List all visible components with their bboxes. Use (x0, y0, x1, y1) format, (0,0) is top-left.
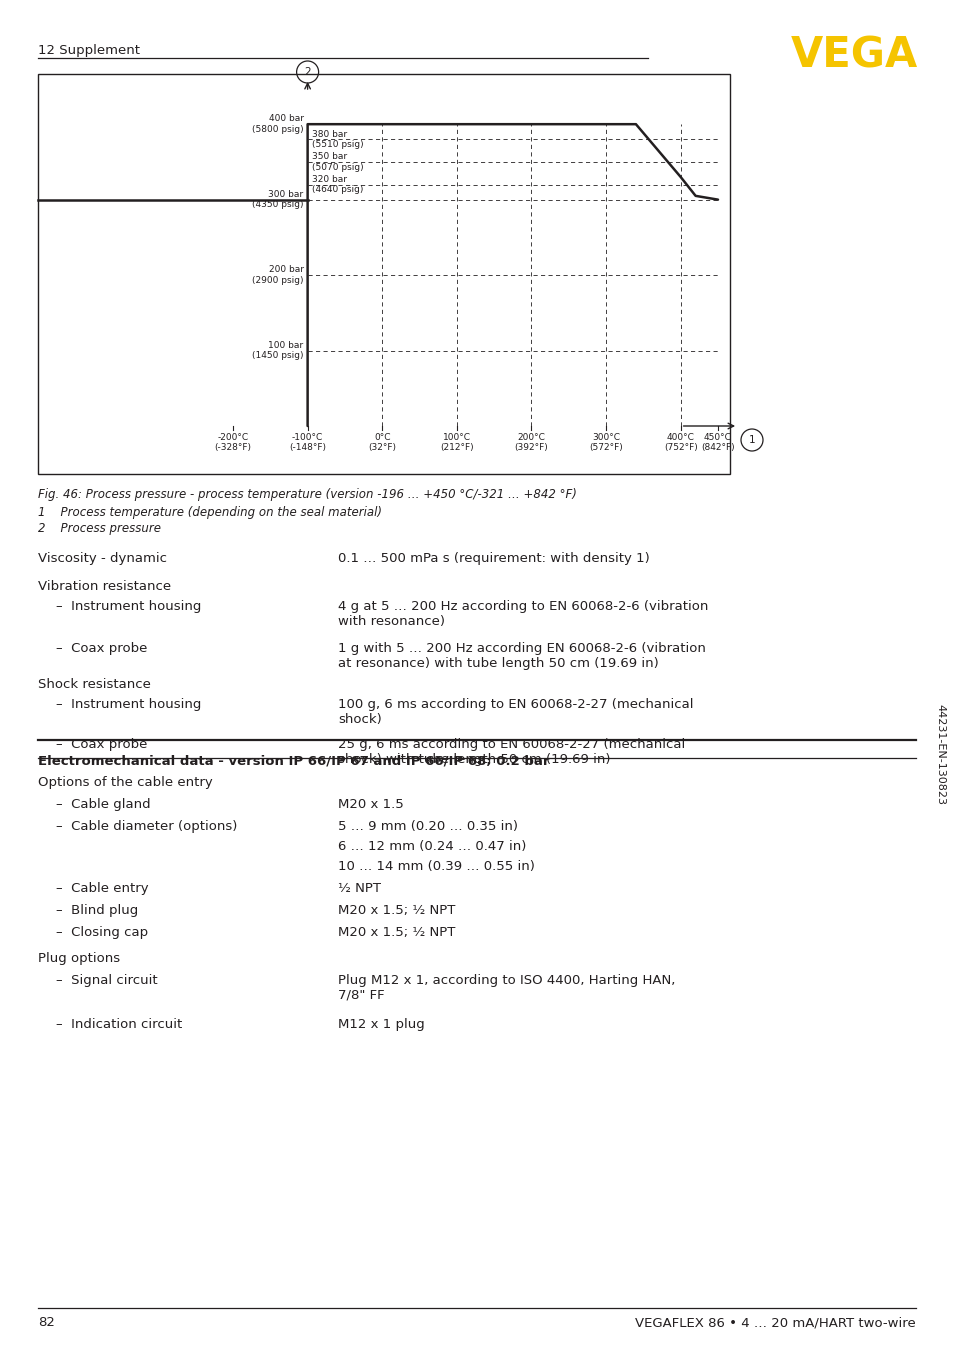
Text: –  Indication circuit: – Indication circuit (56, 1018, 182, 1030)
Text: 300 bar
(4350 psig): 300 bar (4350 psig) (252, 190, 303, 210)
Text: 450°C
(842°F): 450°C (842°F) (700, 433, 734, 452)
Text: 1    Process temperature (depending on the seal material): 1 Process temperature (depending on the … (38, 506, 381, 519)
Text: VEGAFLEX 86 • 4 … 20 mA/HART two-wire: VEGAFLEX 86 • 4 … 20 mA/HART two-wire (635, 1316, 915, 1330)
Text: Options of the cable entry: Options of the cable entry (38, 776, 213, 789)
Text: M20 x 1.5; ½ NPT: M20 x 1.5; ½ NPT (337, 904, 455, 917)
Text: 300°C
(572°F): 300°C (572°F) (589, 433, 622, 452)
Text: Viscosity - dynamic: Viscosity - dynamic (38, 552, 167, 565)
Text: 350 bar
(5070 psig): 350 bar (5070 psig) (312, 152, 363, 172)
Text: 100 g, 6 ms according to EN 60068-2-27 (mechanical
shock): 100 g, 6 ms according to EN 60068-2-27 (… (337, 699, 693, 726)
Text: -100°C
(-148°F): -100°C (-148°F) (289, 433, 326, 452)
Text: 4 g at 5 … 200 Hz according to EN 60068-2-6 (vibration
with resonance): 4 g at 5 … 200 Hz according to EN 60068-… (337, 600, 708, 628)
Text: 0°C
(32°F): 0°C (32°F) (368, 433, 395, 452)
Text: –  Blind plug: – Blind plug (56, 904, 138, 917)
Text: M20 x 1.5; ½ NPT: M20 x 1.5; ½ NPT (337, 926, 455, 940)
Text: 200°C
(392°F): 200°C (392°F) (514, 433, 548, 452)
Text: 1 g with 5 … 200 Hz according EN 60068-2-6 (vibration
at resonance) with tube le: 1 g with 5 … 200 Hz according EN 60068-2… (337, 642, 705, 670)
Text: M20 x 1.5: M20 x 1.5 (337, 798, 403, 811)
Text: 5 … 9 mm (0.20 … 0.35 in): 5 … 9 mm (0.20 … 0.35 in) (337, 821, 517, 833)
Text: –  Cable gland: – Cable gland (56, 798, 151, 811)
Text: ½ NPT: ½ NPT (337, 881, 380, 895)
Text: 200 bar
(2900 psig): 200 bar (2900 psig) (252, 265, 303, 284)
Text: 100°C
(212°F): 100°C (212°F) (439, 433, 473, 452)
Text: –  Cable diameter (options): – Cable diameter (options) (56, 821, 237, 833)
Text: 82: 82 (38, 1316, 55, 1330)
Text: 10 … 14 mm (0.39 … 0.55 in): 10 … 14 mm (0.39 … 0.55 in) (337, 860, 535, 873)
Text: -200°C
(-328°F): -200°C (-328°F) (214, 433, 252, 452)
Bar (38, 74, 729, 474)
Text: Shock resistance: Shock resistance (38, 678, 151, 691)
Text: –  Coax probe: – Coax probe (56, 642, 147, 655)
Text: 12 Supplement: 12 Supplement (38, 43, 140, 57)
Text: Fig. 46: Process pressure - process temperature (version -196 … +450 °C/-321 … +: Fig. 46: Process pressure - process temp… (38, 487, 577, 501)
Text: 0.1 … 500 mPa s (requirement: with density 1): 0.1 … 500 mPa s (requirement: with densi… (337, 552, 649, 565)
Text: 400°C
(752°F): 400°C (752°F) (663, 433, 697, 452)
Text: Electromechanical data - version IP 66/IP 67 and IP 66/IP 68; 0.2 bar: Electromechanical data - version IP 66/I… (38, 754, 549, 766)
Text: 44231-EN-130823: 44231-EN-130823 (934, 704, 944, 804)
Text: 2: 2 (304, 66, 311, 77)
Text: –  Coax probe: – Coax probe (56, 738, 147, 751)
Text: –  Closing cap: – Closing cap (56, 926, 148, 940)
Text: –  Instrument housing: – Instrument housing (56, 699, 201, 711)
Text: –  Instrument housing: – Instrument housing (56, 600, 201, 613)
Text: VEGA: VEGA (790, 34, 917, 76)
Text: Plug M12 x 1, according to ISO 4400, Harting HAN,
7/8" FF: Plug M12 x 1, according to ISO 4400, Har… (337, 974, 675, 1002)
Text: Plug options: Plug options (38, 952, 120, 965)
Text: –  Cable entry: – Cable entry (56, 881, 149, 895)
Text: M12 x 1 plug: M12 x 1 plug (337, 1018, 424, 1030)
Text: Vibration resistance: Vibration resistance (38, 580, 171, 593)
Text: 320 bar
(4640 psig): 320 bar (4640 psig) (312, 175, 362, 194)
Text: 380 bar
(5510 psig): 380 bar (5510 psig) (312, 130, 363, 149)
Text: 6 … 12 mm (0.24 … 0.47 in): 6 … 12 mm (0.24 … 0.47 in) (337, 839, 526, 853)
Text: 100 bar
(1450 psig): 100 bar (1450 psig) (252, 341, 303, 360)
Text: 400 bar
(5800 psig): 400 bar (5800 psig) (252, 115, 303, 134)
Text: 1: 1 (748, 435, 755, 445)
Text: 2    Process pressure: 2 Process pressure (38, 523, 161, 535)
Text: –  Signal circuit: – Signal circuit (56, 974, 157, 987)
Text: 25 g, 6 ms according to EN 60068-2-27 (mechanical
shock) with tube length 50 cm : 25 g, 6 ms according to EN 60068-2-27 (m… (337, 738, 684, 766)
